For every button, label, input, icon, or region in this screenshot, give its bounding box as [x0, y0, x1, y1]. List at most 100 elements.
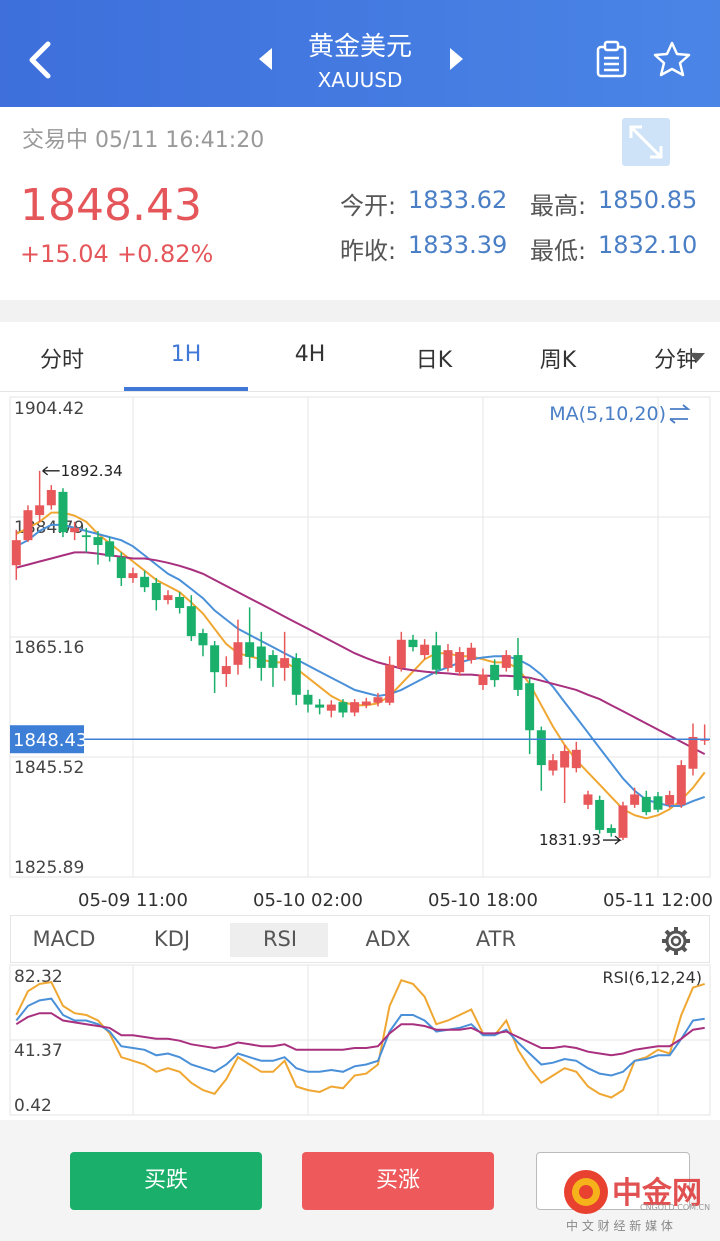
- y-tick-label: 41.37: [14, 1041, 63, 1061]
- y-tick-label: 1865.16: [14, 638, 84, 658]
- candle-body: [256, 646, 266, 668]
- candle-body: [326, 704, 336, 711]
- watermark-logo: [564, 1170, 608, 1214]
- indicator-line: [15, 997, 705, 1077]
- max-label: 1892.34: [61, 462, 123, 480]
- candle-body: [571, 749, 581, 769]
- candle-body: [361, 701, 371, 706]
- last-price-label: 1848.43: [13, 730, 87, 751]
- indicator-tab[interactable]: RSI: [262, 927, 298, 951]
- prev-symbol[interactable]: [259, 48, 272, 70]
- candle-body: [58, 491, 68, 533]
- stat-value: 1850.85: [598, 186, 698, 214]
- sell-button[interactable]: 买跌: [70, 1152, 262, 1210]
- candle-body: [233, 642, 243, 665]
- stat-value: 1832.10: [598, 231, 698, 259]
- indicator-bar: [10, 915, 710, 963]
- favorite-star[interactable]: [653, 41, 691, 77]
- period-tab[interactable]: 分钟: [653, 348, 698, 373]
- period-tab[interactable]: 日K: [415, 348, 453, 373]
- indicator-line: [15, 978, 706, 1099]
- indicator-line: [15, 511, 706, 820]
- x-tick-label: 05-11 12:00: [603, 890, 713, 911]
- rsi-legend: RSI(6,12,24): [602, 968, 702, 987]
- candle-body: [665, 795, 675, 805]
- candle-body: [676, 765, 686, 805]
- third-button[interactable]: [536, 1152, 690, 1210]
- candle-body: [315, 704, 325, 708]
- candle-body: [81, 535, 91, 538]
- symbol-title: 黄金美元: [307, 32, 412, 62]
- tab-underline: [124, 387, 248, 391]
- candle-body: [466, 647, 476, 660]
- max-arrow: [42, 466, 60, 476]
- candle-body: [93, 537, 103, 546]
- y-tick-label: 0.42: [14, 1096, 52, 1116]
- price-change-pct: +0.82%: [117, 240, 214, 268]
- clipboard-icon[interactable]: [596, 40, 627, 78]
- indicator-line: [15, 523, 706, 807]
- candle-body: [128, 573, 138, 579]
- candle-body: [105, 541, 115, 557]
- watermark-name: 中金网: [612, 1176, 702, 1211]
- expand-button[interactable]: [622, 118, 670, 166]
- indicator-tab[interactable]: ADX: [365, 927, 411, 951]
- candle-body: [560, 751, 570, 768]
- period-tab[interactable]: 周K: [539, 348, 577, 373]
- period-tab[interactable]: 分时: [39, 348, 84, 373]
- candle-body: [221, 666, 231, 675]
- period-tab[interactable]: 4H: [294, 342, 326, 367]
- watermark-slogan: 中 文 财 经 新 媒 体: [566, 1219, 673, 1233]
- period-tab[interactable]: 1H: [170, 342, 202, 367]
- y-tick-label: 1845.52: [14, 758, 84, 778]
- candle-body: [385, 664, 395, 703]
- candle-body: [548, 760, 558, 771]
- candle-body: [280, 658, 290, 668]
- candle-body: [140, 576, 150, 588]
- indicator-tab[interactable]: MACD: [32, 927, 96, 951]
- next-symbol[interactable]: [450, 48, 463, 70]
- candle-body: [186, 606, 196, 637]
- candle-body: [408, 639, 418, 648]
- candle-body: [268, 655, 278, 668]
- back-button[interactable]: [29, 41, 51, 79]
- candle-body: [373, 697, 383, 703]
- min-label: 1831.93: [539, 831, 601, 849]
- candle-body: [23, 510, 33, 541]
- candle-body: [443, 650, 453, 668]
- stat-label: 昨收:: [340, 237, 397, 265]
- candlestick-chart: 1904.421884.791865.161845.521825.8905-09…: [9, 396, 713, 911]
- candle-body: [350, 702, 360, 713]
- stat-label: 最高:: [530, 192, 587, 220]
- candle-body: [431, 645, 441, 670]
- candle-body: [420, 644, 430, 656]
- candle-body: [175, 596, 185, 608]
- buy-button[interactable]: 买涨: [302, 1152, 494, 1210]
- divider: [0, 391, 720, 392]
- indicator-tab[interactable]: KDJ: [153, 927, 191, 951]
- separator: [0, 300, 720, 322]
- indicator-selected-bg: [230, 923, 328, 957]
- top-icons: [29, 40, 691, 79]
- stat-value: 1833.39: [408, 231, 508, 259]
- candle-body: [455, 652, 465, 673]
- candle-body: [618, 805, 628, 838]
- status-time: 交易中 05/11 16:41:20: [22, 128, 265, 153]
- last-price: 1848.43: [20, 180, 202, 231]
- candle-body: [70, 527, 80, 533]
- candle-body: [501, 655, 511, 668]
- indicator-tab[interactable]: ATR: [475, 927, 517, 951]
- settings-icon[interactable]: [660, 925, 692, 957]
- candle-body: [198, 633, 208, 646]
- dropdown-arrow[interactable]: [688, 352, 706, 364]
- symbol-code: XAUUSD: [317, 68, 403, 92]
- y-tick-label: 1825.89: [14, 858, 84, 878]
- candle-body: [595, 799, 605, 830]
- candle-body: [163, 595, 173, 601]
- price-change: +15.04: [20, 240, 109, 268]
- candle-body: [525, 683, 535, 731]
- candle-body: [151, 582, 161, 601]
- candle-body: [490, 664, 500, 681]
